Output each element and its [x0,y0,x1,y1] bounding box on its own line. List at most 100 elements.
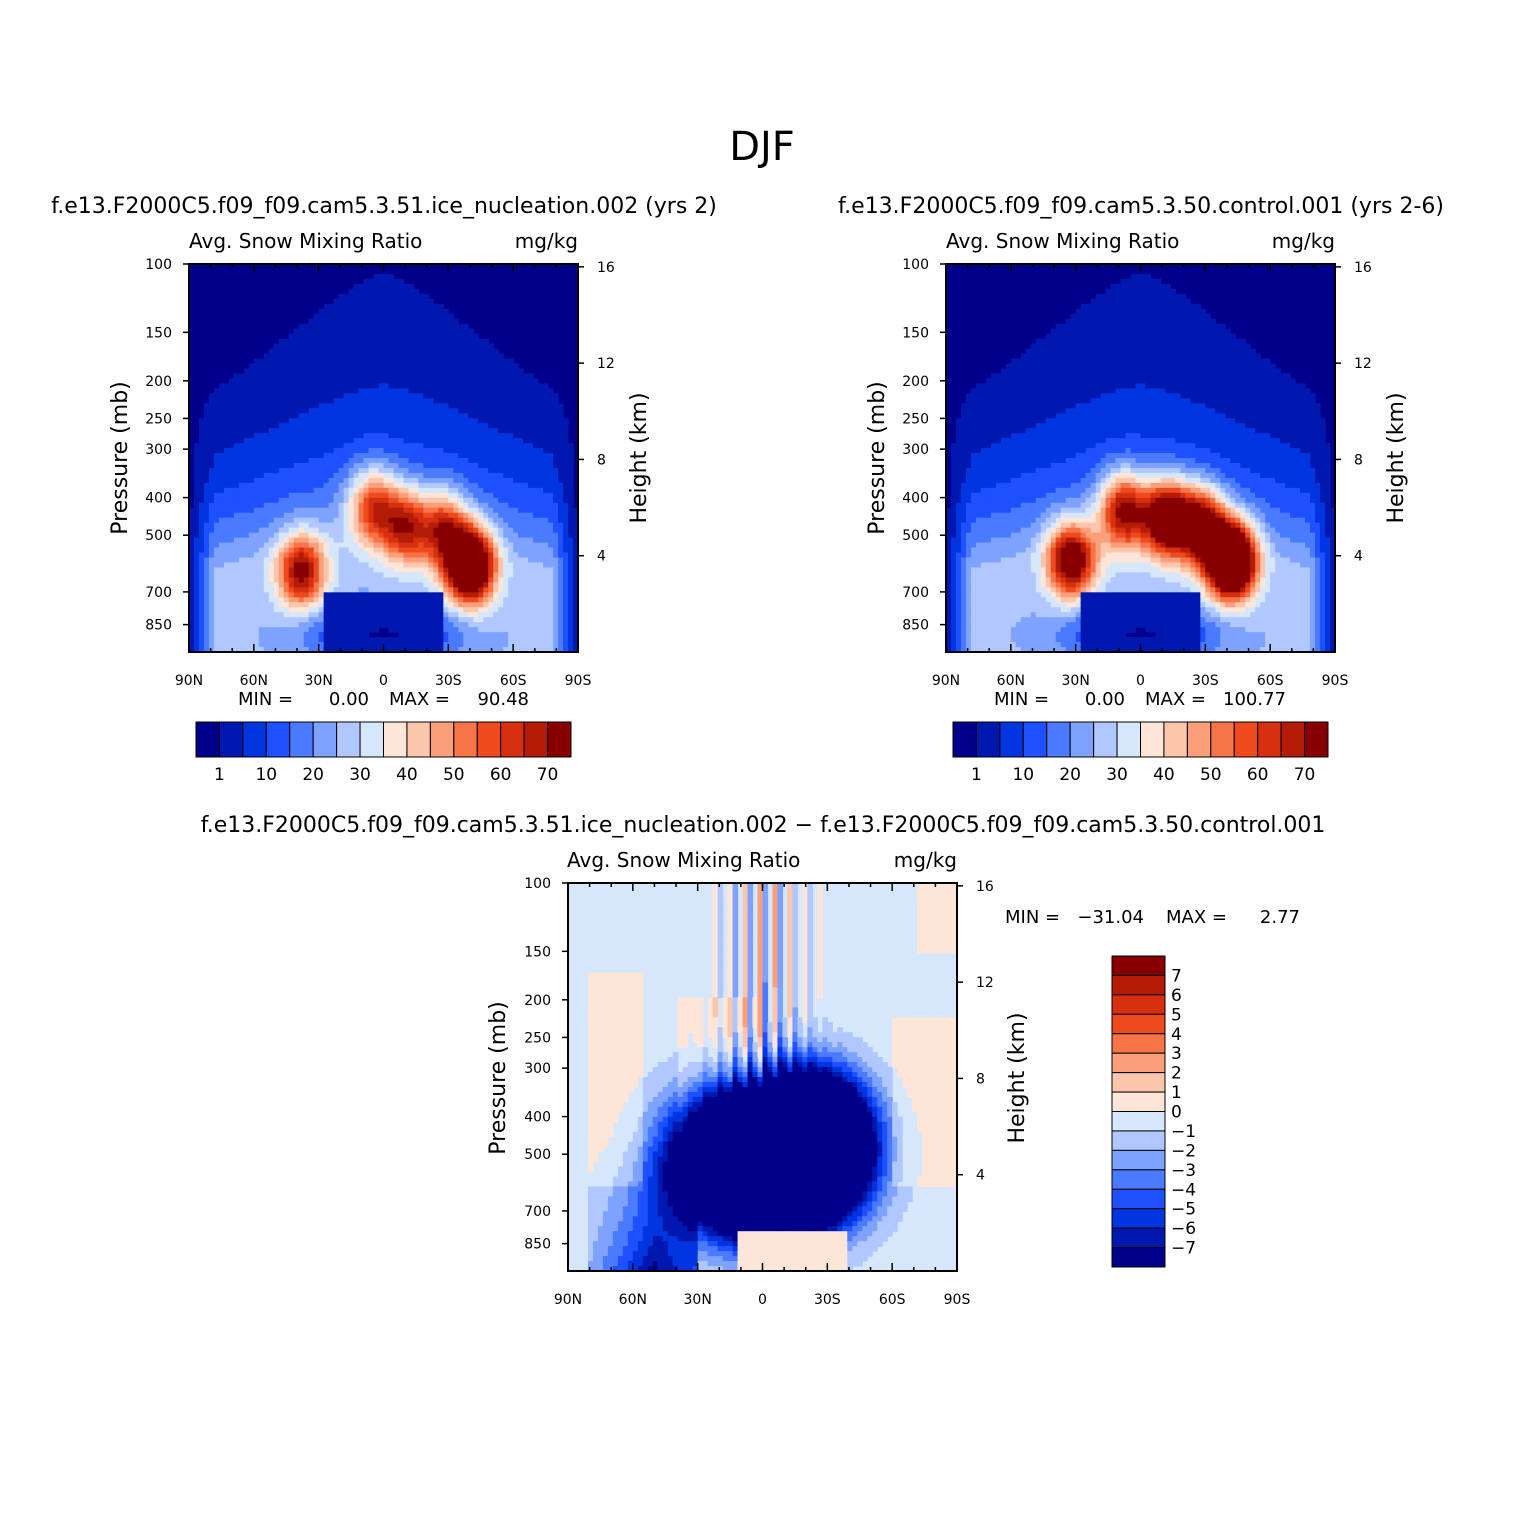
contour-cell [228,393,235,399]
contour-cell [433,393,439,399]
contour-cell [463,328,469,335]
contour-cell [383,338,390,345]
contour-cell [498,448,504,454]
contour-cell [523,512,529,519]
contour-cell [503,497,509,504]
contour-cell [288,557,295,564]
contour-cell [458,617,464,623]
contour-cell [323,393,330,399]
contour-cell [308,647,315,653]
contour-cell [238,532,245,539]
contour-cell [303,477,310,484]
contour-cell [508,587,514,593]
contour-cell [543,612,549,618]
contour-cell [483,557,489,564]
contour-cell [243,418,250,424]
contour-cell [368,592,375,598]
contour-cell [373,517,380,524]
contour-cell [448,333,454,340]
contour-cell [303,532,310,539]
contour-cell [293,607,300,613]
contour-cell [438,527,444,534]
contour-cell [423,293,429,300]
contour-cell [298,567,305,574]
contour-cell [233,542,240,549]
contour-cell [468,487,474,494]
contour-cell [313,453,320,459]
contour-cell [293,343,300,350]
contour-cell [548,567,554,574]
contour-cell [378,512,385,519]
contour-cell [503,368,509,375]
contour-cell [548,448,554,454]
contour-cell [213,607,220,613]
contour-cell [343,323,350,330]
contour-cell [443,577,449,583]
contour-cell [528,388,534,394]
contour-cell [333,318,340,325]
contour-cell [418,338,424,345]
contour-cell [393,388,400,394]
contour-cell [523,562,529,569]
contour-cell [358,467,365,474]
contour-cell [438,507,444,514]
contour-cell [453,358,459,365]
contour-cell [323,517,330,524]
contour-cell [228,398,235,404]
contour-cell [353,338,360,345]
contour-cell [388,303,395,310]
contour-cell [468,617,474,623]
y-tick-label: 250 [145,411,172,427]
contour-cell [343,383,350,389]
contour-cell [413,423,420,429]
contour-cell [318,642,325,648]
contour-cell [533,537,539,544]
contour-cell [258,537,265,544]
contour-cell [433,373,439,380]
contour-cell [303,627,310,633]
contour-cell [423,567,429,574]
contour-cell [193,472,200,479]
contour-cell [288,438,295,444]
contour-cell [553,592,559,598]
contour-cell [243,512,250,519]
contour-cell [323,617,330,623]
contour-cell [473,632,479,638]
contour-cell [208,458,215,464]
contour-cell [946,557,952,564]
contour-cell [308,462,315,469]
contour-cell [358,393,365,399]
contour-cell [553,507,559,514]
contour-cell [518,378,524,384]
contour-cell [328,363,335,370]
contour-cell [213,567,220,574]
contour-cell [463,487,469,494]
contour-cell [388,378,395,384]
contour-cell [253,527,260,534]
contour-cell [453,328,459,335]
contour-cell [478,383,484,389]
contour-cell [388,313,395,320]
contour-cell [453,592,459,598]
contour-cell [373,338,380,345]
contour-cell [313,393,320,399]
contour-cell [503,428,509,434]
contour-cell [328,358,335,365]
contour-cell [248,443,255,449]
contour-cell [433,462,439,469]
colorbar-swatch [195,721,220,758]
contour-cell [268,368,275,375]
contour-cell [333,303,340,310]
contour-cell [428,398,434,404]
contour-cell [193,532,200,539]
contour-cell [378,333,385,340]
contour-cell [353,492,360,499]
contour-cell [253,577,260,583]
contour-cell [308,333,315,340]
contour-cell [468,567,474,574]
contour-cell [388,462,395,469]
contour-cell [478,567,484,574]
contour-cell [438,622,444,628]
contour-cell [403,393,410,399]
contour-cell [353,438,360,444]
